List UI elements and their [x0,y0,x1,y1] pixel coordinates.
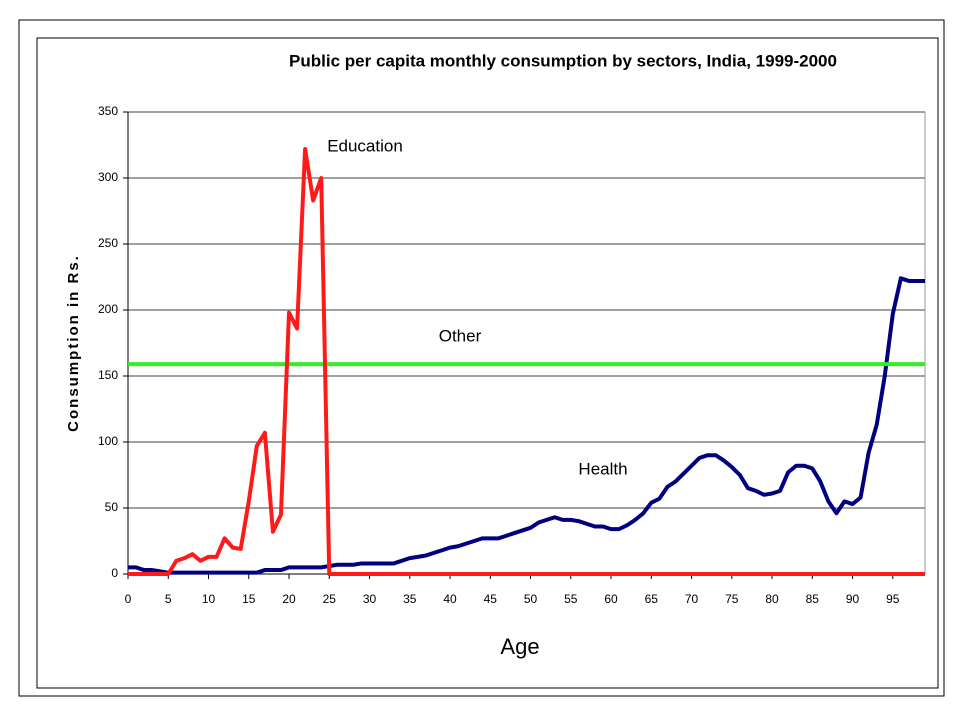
series-annotation: Health [578,459,627,478]
series-line [128,146,925,576]
x-tick-label: 55 [564,592,578,606]
y-axis-label: Consumption in Rs. [65,254,82,432]
x-tick-label: 80 [765,592,779,606]
series-annotation: Education [327,136,403,155]
y-tick-label: 300 [98,170,118,184]
y-tick-label: 100 [98,434,118,448]
x-tick-label: 85 [806,592,820,606]
x-tick-label: 45 [484,592,498,606]
x-tick-label: 5 [165,592,172,606]
x-tick-label: 0 [125,592,132,606]
x-tick-label: 40 [443,592,457,606]
y-tick-label: 50 [105,500,119,514]
x-tick-label: 30 [363,592,377,606]
x-tick-label: 10 [202,592,216,606]
x-tick-label: 15 [242,592,256,606]
x-tick-label: 65 [645,592,659,606]
x-tick-label: 35 [403,592,417,606]
x-tick-label: 95 [886,592,900,606]
series-line [128,276,925,575]
x-tick-label: 50 [524,592,538,606]
x-tick-label: 20 [282,592,296,606]
y-tick-label: 350 [98,104,118,118]
series-annotation: Other [439,326,482,345]
x-tick-label: 75 [725,592,739,606]
x-tick-label: 70 [685,592,699,606]
x-tick-label: 90 [846,592,860,606]
x-tick-label: 60 [604,592,618,606]
x-tick-label: 25 [323,592,337,606]
chart-title: Public per capita monthly consumption by… [289,51,837,70]
y-tick-label: 0 [111,566,118,580]
y-tick-label: 150 [98,368,118,382]
y-tick-label: 200 [98,302,118,316]
x-axis-label: Age [500,634,539,659]
y-tick-label: 250 [98,236,118,250]
outer-frame [18,19,945,697]
